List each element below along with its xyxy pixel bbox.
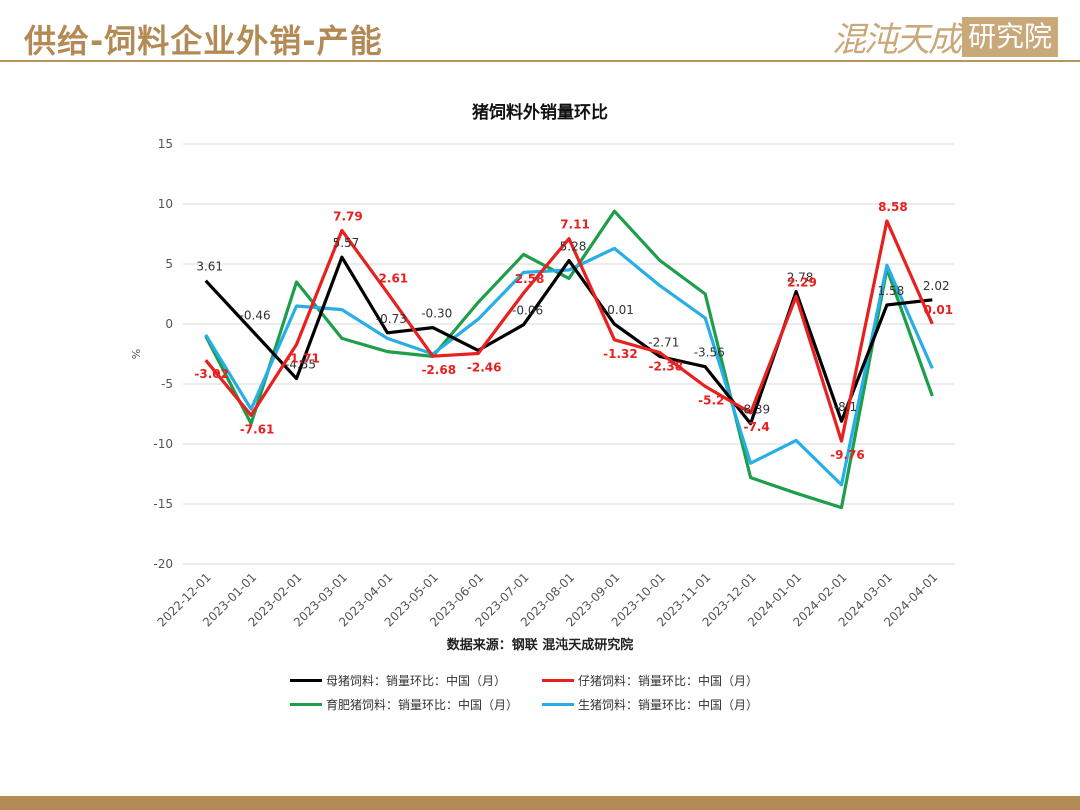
data-label: 2.61: [379, 272, 409, 286]
y-tick-label: -15: [153, 497, 173, 511]
source-note: 数据来源：钢联 混沌天成研究院: [446, 638, 634, 653]
logo-box: 研究院: [961, 16, 1058, 57]
legend-item-hog: 生猪饲料：销量环比：中国（月）: [542, 696, 758, 713]
data-label: -1.32: [603, 347, 638, 361]
data-label: -0.06: [512, 304, 543, 318]
data-label: 7.11: [560, 218, 590, 232]
y-tick-label: 5: [165, 257, 173, 271]
data-label: -3.56: [694, 346, 725, 360]
legend-swatch: [542, 679, 574, 682]
chart-title: 猪饲料外销量环比: [472, 102, 608, 123]
data-label: 5.57: [333, 236, 360, 250]
legend-item-piglet: 仔猪饲料：销量环比：中国（月）: [542, 672, 758, 689]
y-tick-label: -10: [153, 437, 173, 451]
y-tick-label: 10: [158, 197, 173, 211]
data-label: -8.1: [834, 400, 857, 414]
data-label: -2.68: [421, 363, 456, 377]
data-label: -2.71: [648, 336, 679, 350]
data-label: -3.02: [194, 367, 229, 381]
y-tick-label: -20: [153, 557, 173, 571]
logo-text: 混沌天成: [831, 20, 962, 60]
series-line-3: [204, 246, 934, 487]
data-label: 0.01: [923, 303, 953, 317]
data-label: 8.58: [878, 200, 908, 214]
legend-swatch: [542, 703, 574, 706]
header-divider: [0, 60, 1080, 62]
legend-item-sow: 母猪饲料：销量环比：中国（月）: [290, 672, 506, 689]
data-label: -5.2: [698, 393, 724, 407]
data-label: -2.46: [467, 361, 502, 375]
data-label: -0.73: [376, 312, 407, 326]
data-label: -4.55: [285, 358, 316, 372]
data-label: -8.39: [739, 403, 770, 417]
data-label: -2.38: [649, 360, 684, 374]
y-tick-label: -5: [161, 377, 173, 391]
series-line-2: [204, 209, 934, 510]
legend-swatch: [290, 679, 322, 682]
footer-bar: [0, 796, 1080, 810]
legend-label: 母猪饲料：销量环比：中国（月）: [326, 674, 507, 688]
data-label: 2.29: [787, 276, 817, 290]
legend-item-fattening: 育肥猪饲料：销量环比：中国（月）: [290, 696, 518, 713]
data-label: 2.78: [787, 271, 814, 285]
page-title: 供给-饲料企业外销-产能: [24, 22, 383, 60]
data-label: -1.71: [285, 352, 320, 366]
data-label: 2.58: [515, 272, 545, 286]
legend-label: 仔猪饲料：销量环比：中国（月）: [578, 674, 759, 688]
data-label: -0.30: [421, 307, 452, 321]
series-line-1: [204, 219, 934, 443]
data-label: -9.76: [830, 448, 865, 462]
data-label: 1.58: [878, 284, 905, 298]
data-label: -0.46: [240, 309, 271, 323]
legend-swatch: [290, 703, 322, 706]
data-label: -7.4: [744, 420, 770, 434]
data-label: -7.61: [240, 422, 275, 436]
data-label: -0.01: [603, 303, 634, 317]
legend-label: 生猪饲料：销量环比：中国（月）: [578, 698, 759, 712]
data-label: 5.28: [560, 240, 587, 254]
brand-logo: 混沌天成 研究院: [832, 12, 1058, 61]
y-axis-label: %: [130, 349, 143, 359]
y-tick-label: 15: [158, 137, 173, 151]
data-label: 7.79: [333, 210, 363, 224]
y-tick-label: 0: [165, 317, 173, 331]
series-line-0: [204, 255, 933, 426]
legend-label: 育肥猪饲料：销量环比：中国（月）: [326, 698, 519, 712]
data-label: 3.61: [196, 260, 223, 274]
data-label: 2.02: [923, 279, 950, 293]
